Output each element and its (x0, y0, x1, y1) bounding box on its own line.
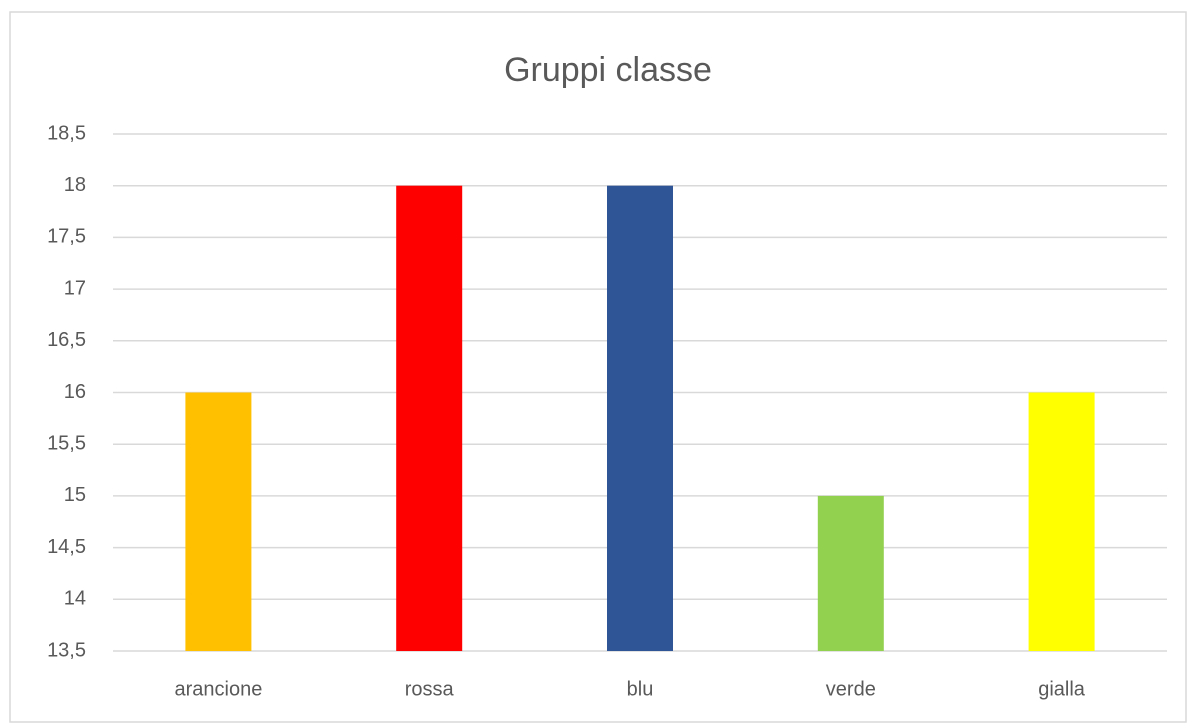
y-tick-label: 15 (64, 484, 86, 506)
chart-title: Gruppi classe (504, 51, 712, 89)
bar (607, 185, 673, 651)
y-tick-label: 14 (64, 588, 86, 610)
bar (1028, 392, 1095, 651)
y-tick-label: 15,5 (47, 432, 86, 454)
x-tick-label: gialla (1038, 678, 1086, 700)
x-tick-label: verde (826, 678, 876, 700)
y-tick-label: 17 (64, 277, 86, 299)
bar (185, 392, 252, 651)
y-tick-label: 18 (64, 174, 86, 196)
bar (817, 495, 884, 651)
y-tick-label: 13,5 (47, 639, 86, 661)
x-tick-label: blu (627, 678, 654, 700)
y-tick-label: 14,5 (47, 536, 86, 558)
y-tick-label: 18,5 (47, 122, 86, 144)
bar (396, 185, 463, 651)
y-tick-label: 17,5 (47, 226, 86, 248)
y-tick-label: 16 (64, 381, 86, 403)
x-tick-label: arancione (174, 678, 262, 700)
y-tick-label: 16,5 (47, 329, 86, 351)
x-tick-label: rossa (405, 678, 455, 700)
